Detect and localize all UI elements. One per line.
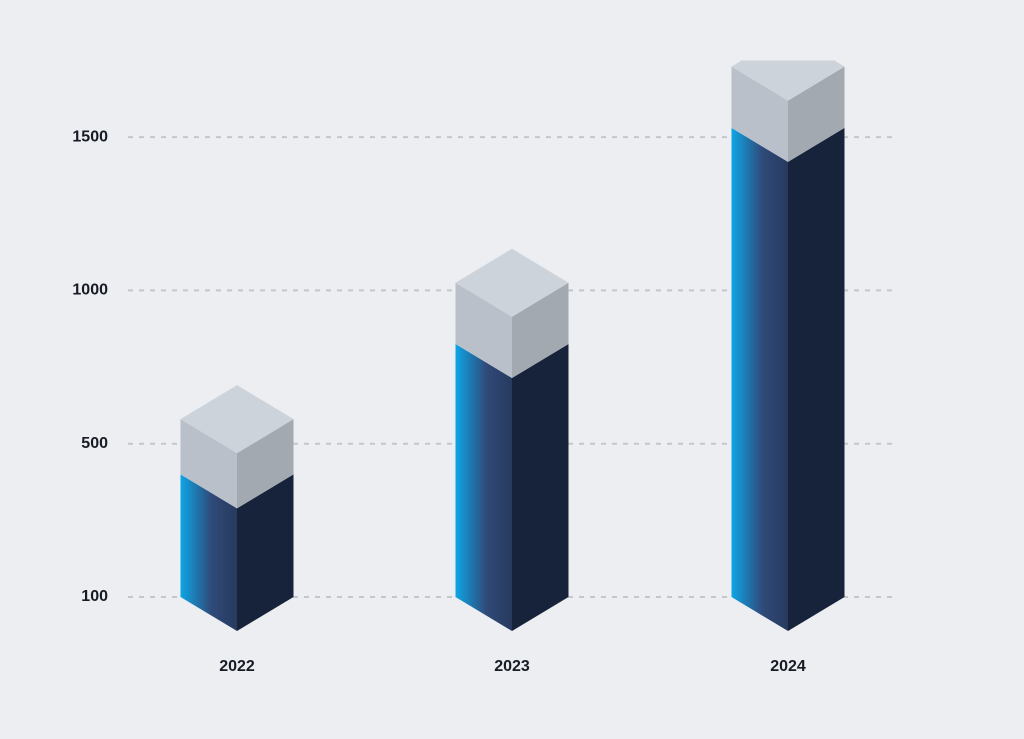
bar-segment bbox=[731, 60, 845, 162]
bar-top-face bbox=[731, 60, 845, 101]
y-tick-label: 500 bbox=[81, 435, 108, 452]
x-tick-label: 2022 bbox=[219, 658, 255, 675]
bar-left-face bbox=[731, 66, 788, 162]
bar-left-face bbox=[731, 127, 788, 631]
bar-right-face bbox=[512, 344, 569, 631]
bar-right-face bbox=[237, 474, 294, 631]
bar-right-face bbox=[788, 127, 845, 631]
bar-segment bbox=[180, 474, 294, 631]
y-tick-label: 1000 bbox=[72, 282, 108, 299]
bar-top-face bbox=[455, 248, 569, 317]
bar-left-face bbox=[455, 282, 512, 379]
bar-left-face bbox=[180, 419, 237, 509]
bar-right-face bbox=[237, 419, 294, 509]
bar-right-face bbox=[788, 66, 845, 162]
bar-left-face bbox=[455, 344, 512, 631]
bar-right-face bbox=[512, 282, 569, 379]
bars bbox=[180, 60, 845, 631]
bar-left-face bbox=[180, 474, 237, 631]
x-tick-label: 2024 bbox=[770, 658, 806, 675]
bar-segment bbox=[455, 344, 569, 631]
x-tick-label: 2023 bbox=[494, 658, 530, 675]
bar-segment bbox=[180, 385, 294, 509]
bar-top-face bbox=[180, 385, 294, 454]
y-tick-label: 1500 bbox=[72, 128, 108, 145]
y-tick-label: 100 bbox=[81, 588, 108, 605]
bar-segment bbox=[455, 248, 569, 379]
grid: 100 500 1000 1500 2022 2023 2024 bbox=[72, 128, 893, 675]
bar-segment bbox=[731, 127, 845, 631]
